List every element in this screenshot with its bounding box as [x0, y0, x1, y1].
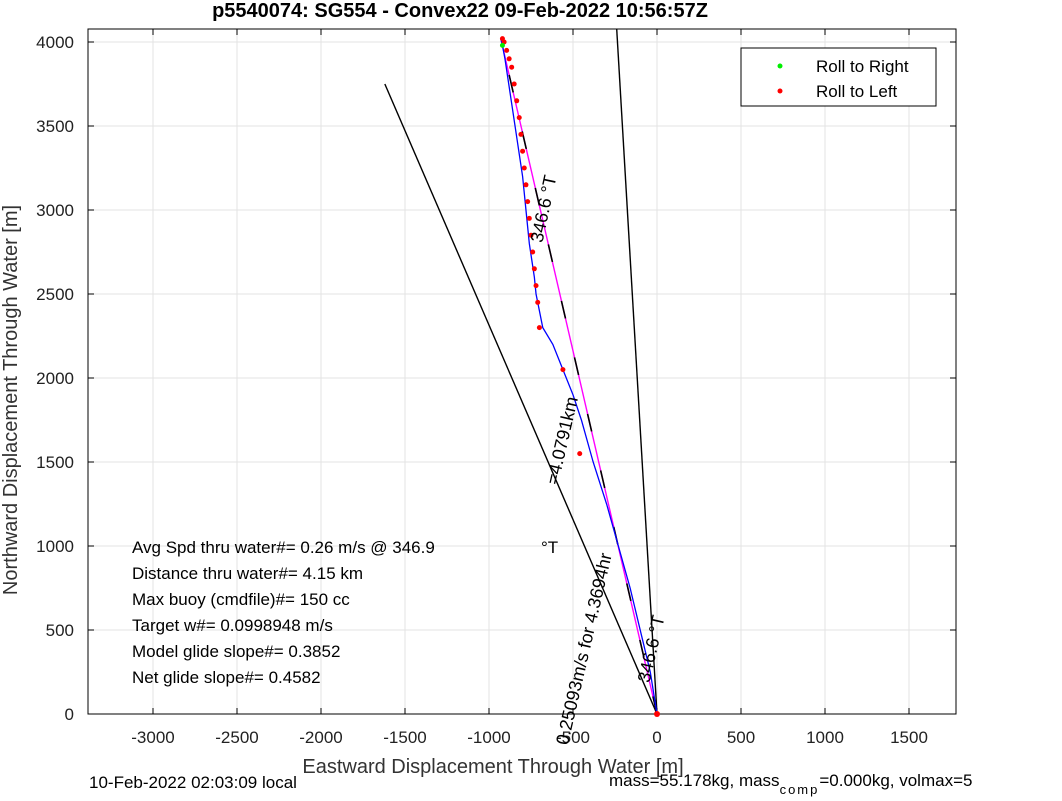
mass-text: mass=55.178kg, mass — [609, 771, 780, 790]
info-line: Model glide slope#= 0.3852 — [132, 642, 340, 661]
roll-left-point — [516, 115, 522, 121]
roll-left-point — [530, 249, 536, 255]
plot-frame — [87, 28, 957, 715]
info-line: Distance thru water#= 4.15 km — [132, 564, 363, 583]
roll-left-point — [506, 56, 512, 62]
x-tick-label: 0 — [652, 728, 661, 747]
roll-left-point — [520, 148, 526, 154]
roll-left-point — [536, 325, 542, 331]
x-tick-label: 1000 — [806, 728, 844, 747]
legend-label: Roll to Left — [816, 82, 898, 101]
line-annotation: 346.6 °T — [527, 173, 561, 244]
roll-left-point — [514, 98, 520, 104]
line-annotation: 0.25093m/s for 4.3694hr — [552, 551, 616, 747]
legend-marker — [777, 88, 783, 94]
roll-left-point — [509, 64, 515, 70]
info-line: Target w#= 0.0998948 m/s — [132, 616, 333, 635]
data-series — [499, 36, 660, 717]
x-tick-label: 500 — [727, 728, 755, 747]
y-tick-labels: 0 500 1000 1500 2000 2500 3000 3500 4000 — [36, 33, 74, 724]
roll-left-point — [577, 451, 583, 457]
line-annotation: =4.0791km — [542, 395, 582, 487]
y-tick-label: 1500 — [36, 453, 74, 472]
info-unit: °T — [541, 538, 558, 557]
x-tick-label: -1000 — [467, 728, 510, 747]
legend: Roll to Right Roll to Left — [740, 47, 937, 107]
info-line: Max buoy (cmdfile)#= 150 cc — [132, 590, 350, 609]
y-tick-label: 4000 — [36, 33, 74, 52]
chart-title: p5540074: SG554 - Convex22 09-Feb-2022 1… — [212, 0, 708, 22]
y-axis-label: Northward Displacement Through Water [m] — [0, 205, 22, 595]
roll-left-point — [504, 47, 510, 53]
y-tick-label: 500 — [46, 621, 74, 640]
origin-point — [654, 711, 660, 717]
x-tick-label: -500 — [556, 728, 590, 747]
x-axis-label: Eastward Displacement Through Water [m] — [302, 756, 683, 778]
info-line: Net glide slope#= 0.4582 — [132, 668, 321, 687]
roll-left-point — [511, 81, 517, 87]
y-tick-label: 3500 — [36, 117, 74, 136]
heading-line-2 — [615, 28, 658, 715]
roll-right-point — [499, 42, 505, 48]
roll-left-point — [533, 283, 539, 289]
y-tick-label: 2000 — [36, 369, 74, 388]
heading-line-1 — [384, 83, 658, 715]
mass-subscript: comp — [779, 782, 820, 797]
x-tick-label: -2500 — [215, 728, 258, 747]
x-tick-label: -3000 — [131, 728, 174, 747]
mass-readout: mass=55.178kg, masscomp=0.000kg, volmax=… — [609, 771, 973, 797]
roll-left-point — [521, 165, 527, 171]
x-tick-label: -1500 — [383, 728, 426, 747]
local-time: 10-Feb-2022 02:03:09 local — [89, 773, 297, 792]
roll-left-point — [560, 367, 566, 373]
legend-box — [740, 47, 937, 107]
y-tick-label: 1000 — [36, 537, 74, 556]
roll-left-point — [518, 131, 524, 137]
legend-marker — [777, 63, 783, 69]
x-tick-label: 1500 — [890, 728, 928, 747]
y-tick-label: 0 — [65, 705, 74, 724]
x-tick-label: -2000 — [299, 728, 342, 747]
legend-label: Roll to Right — [816, 57, 909, 76]
y-tick-label: 2500 — [36, 285, 74, 304]
info-text-block: Avg Spd thru water#= 0.26 m/s @ 346.9 Dis… — [132, 538, 558, 687]
y-tick-label: 3000 — [36, 201, 74, 220]
mass-rest: =0.000kg, volmax=5 — [819, 771, 973, 790]
roll-left-point — [526, 215, 532, 221]
roll-left-point — [531, 266, 537, 272]
roll-left-point — [528, 232, 534, 238]
roll-left-point — [525, 199, 531, 205]
x-tick-labels: -3000 -2500 -2000 -1500 -1000 -500 0 500 1000 150… — [131, 728, 928, 747]
net-line-magenta — [500, 38, 658, 715]
roll-left-point — [523, 182, 529, 188]
roll-left-point — [535, 299, 541, 305]
info-line: Avg Spd thru water#= 0.26 m/s @ 346.9 — [132, 538, 435, 557]
reference-lines — [384, 28, 658, 715]
roll-left-point — [499, 36, 505, 42]
